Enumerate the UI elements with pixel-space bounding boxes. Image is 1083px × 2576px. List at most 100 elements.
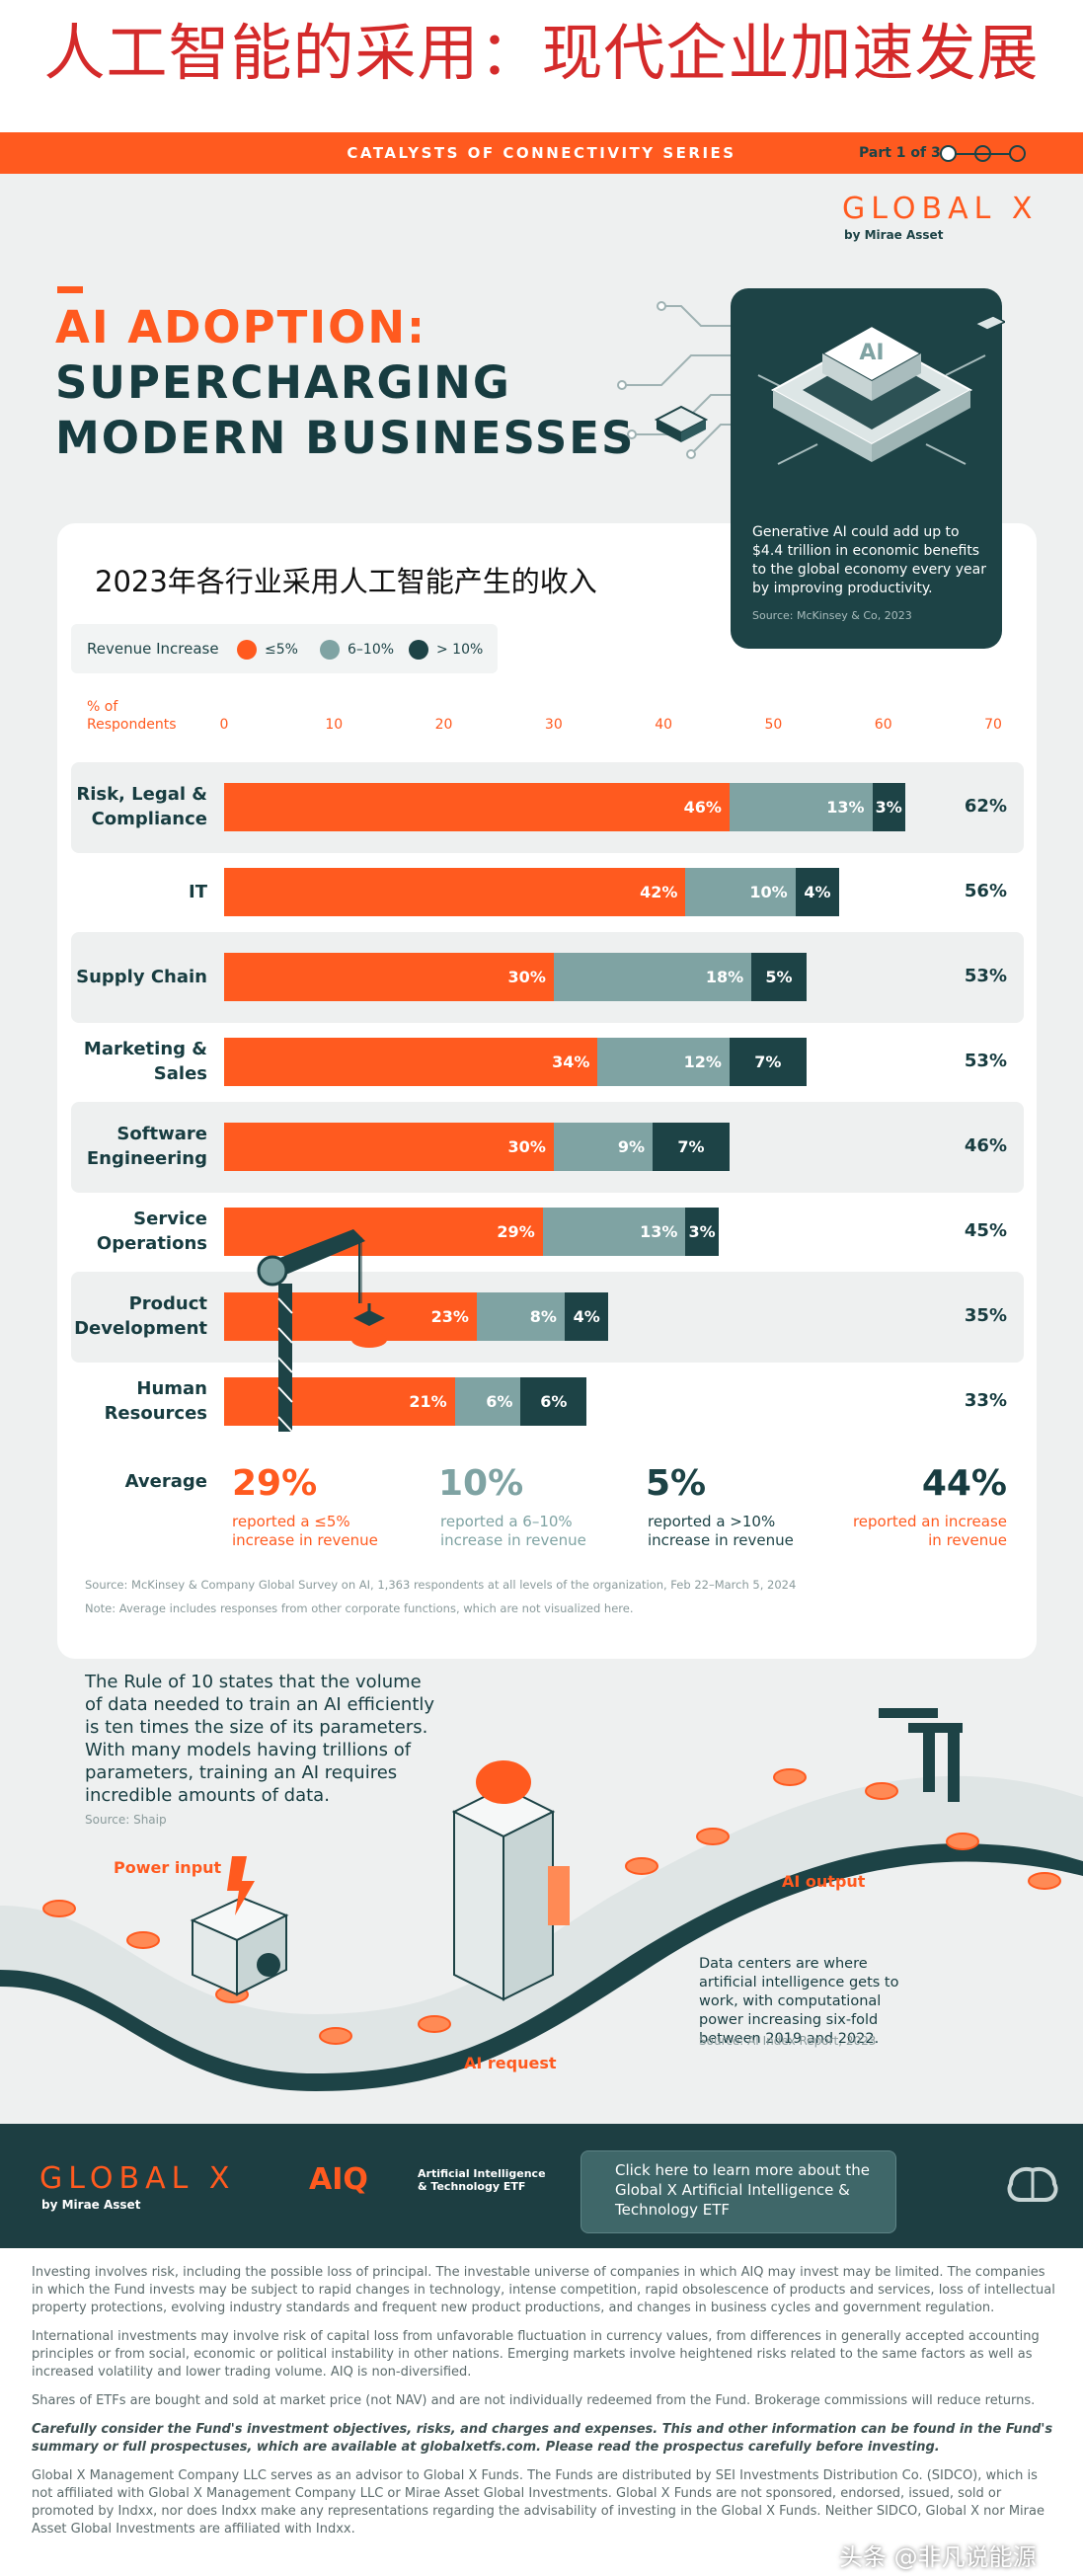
- legend-label-mid: 6–10%: [348, 642, 395, 658]
- category-label: Supply Chain: [76, 967, 207, 987]
- footer-logo-subtitle: by Mirae Asset: [41, 2198, 141, 2212]
- footer: [0, 2124, 1083, 2248]
- avg-desc-mid: reported a 6–10% increase in revenue: [440, 1513, 586, 1549]
- bar-segment-mid: 8%: [476, 1292, 565, 1341]
- chart-title: 2023年各行业采用人工智能产生的收入: [95, 565, 597, 598]
- chart-card: [57, 523, 1037, 1659]
- disclaimer-para-2: International investments may involve ri…: [32, 2329, 1040, 2380]
- page-title: 人工智能的采用：现代企业加速发展: [43, 17, 1040, 89]
- callout-source: Source: McKinsey & Co, 2023: [752, 609, 912, 622]
- series-title: CATALYSTS OF CONNECTIVITY SERIES: [347, 144, 736, 162]
- bar-segment-mid: 12%: [597, 1038, 730, 1086]
- bar-segment-high: 3%: [872, 783, 905, 831]
- cn-header: [0, 0, 1083, 109]
- bar-segment-low: 34%: [224, 1038, 598, 1086]
- x-tick-label: 60: [874, 717, 892, 733]
- average-label: Average: [124, 1471, 207, 1492]
- avg-desc-high: reported a >10% increase in revenue: [648, 1513, 794, 1549]
- ai-chip-icon: AI: [757, 315, 1005, 465]
- circuit-lines-decoration: [617, 301, 750, 459]
- bar-segment-high: 7%: [653, 1123, 730, 1171]
- disclaimer: Investing involves risk, including the p…: [32, 2264, 1058, 2549]
- watermark: 头条 @非凡说能源: [839, 2543, 1037, 2571]
- bar-segment-mid: 9%: [553, 1123, 653, 1171]
- mini-chip-icon: [654, 405, 709, 442]
- category-label: IT: [189, 882, 207, 902]
- bar-segment-low: 23%: [224, 1292, 477, 1341]
- rule-of-10-text: The Rule of 10 states that the volume of…: [85, 1672, 435, 1806]
- avg-value-low: 29%: [232, 1463, 318, 1504]
- robot-arm-icon: [879, 1708, 963, 1802]
- data-center-text: Data centers are where artificial intell…: [699, 1956, 899, 2047]
- legend-title: Revenue Increase: [87, 640, 219, 658]
- row-total: 46%: [964, 1135, 1007, 1156]
- data-center-icon: [451, 1760, 570, 2001]
- aiq-logo: AIQ: [309, 2162, 368, 2197]
- avg-desc-low: reported a ≤5% increase in revenue: [232, 1513, 378, 1549]
- headline-accent: [57, 286, 83, 293]
- avg-value-total: 44%: [921, 1463, 1007, 1504]
- legend-label-high: > 10%: [436, 642, 484, 658]
- bar-segment-high: 7%: [729, 1038, 807, 1086]
- disclaimer-para-3: Shares of ETFs are bought and sold at ma…: [32, 2393, 1036, 2408]
- crane-decoration: [257, 1229, 387, 1432]
- headline-line-3: MODERN BUSINESSES: [55, 412, 636, 464]
- category-label: Marketing & Sales: [83, 1039, 207, 1084]
- row-total: 56%: [964, 881, 1007, 901]
- callout-text: Generative AI could add up to $4.4 trill…: [752, 524, 987, 596]
- global-x-logo: GLOBAL X: [842, 192, 1039, 226]
- ai-request-label: AI request: [464, 2054, 557, 2072]
- category-label: Service Operations: [96, 1209, 207, 1254]
- data-center-source: Source: AI Index Report, 2023: [699, 2034, 877, 2048]
- bar-segment-low: 29%: [224, 1208, 543, 1256]
- x-tick-label: 30: [544, 717, 563, 733]
- legend-swatch-high: [409, 640, 428, 660]
- row-total: 33%: [964, 1390, 1007, 1411]
- row-total: 53%: [964, 966, 1007, 986]
- power-input-label: Power input: [114, 1858, 222, 1877]
- category-label: Risk, Legal & Compliance: [76, 784, 207, 829]
- disclaimer-para-5: Global X Management Company LLC serves a…: [32, 2468, 1044, 2537]
- ai-output-label: AI output: [782, 1872, 866, 1891]
- disclaimer-para-4: Carefully consider the Fund's investment…: [32, 2422, 1053, 2455]
- category-label: Software Engineering: [86, 1124, 207, 1169]
- legend-label-low: ≤5%: [265, 642, 298, 658]
- x-tick-label: 50: [764, 717, 783, 733]
- bar-segment-high: 3%: [685, 1208, 719, 1256]
- bar-segment-high: 4%: [564, 1292, 609, 1341]
- bar-segment-mid: 6%: [454, 1377, 521, 1426]
- bar-segment-high: 4%: [795, 868, 840, 916]
- x-tick-label: 40: [655, 717, 673, 733]
- legend-swatch-mid: [320, 640, 340, 660]
- x-tick-label: 0: [219, 717, 229, 733]
- series-bar: [0, 132, 1083, 174]
- part-indicator: Part 1 of 3: [859, 145, 941, 161]
- disclaimer-para-1: Investing involves risk, including the p…: [32, 2265, 1055, 2315]
- avg-value-mid: 10%: [438, 1463, 524, 1504]
- headline-line-1: AI ADOPTION:: [55, 301, 427, 353]
- axis-label-line-1: % of: [87, 699, 118, 715]
- bar-segment-mid: 18%: [553, 953, 752, 1001]
- bar-segment-mid: 10%: [685, 868, 796, 916]
- learn-more-label[interactable]: Click here to learn more about the Globa…: [615, 2161, 870, 2219]
- x-tick-label: 70: [984, 717, 1002, 733]
- rule-of-10-source: Source: Shaip: [85, 1813, 167, 1827]
- avg-value-high: 5%: [646, 1463, 707, 1504]
- part-dot-1: [940, 145, 957, 162]
- part-connector: [956, 153, 1011, 155]
- bar-segment-mid: 13%: [729, 783, 873, 831]
- row-total: 62%: [964, 796, 1007, 817]
- category-label: Human Resources: [104, 1378, 207, 1424]
- bar-segment-high: 5%: [751, 953, 807, 1001]
- learn-more-button[interactable]: [580, 2150, 896, 2233]
- chip-label: AI: [859, 341, 884, 365]
- bar-segment-high: 6%: [520, 1377, 587, 1426]
- chart-source: Source: McKinsey & Company Global Survey…: [85, 1578, 797, 1592]
- bar-segment-low: 30%: [224, 1123, 554, 1171]
- brain-icon: [1007, 2167, 1058, 2202]
- chip-fragment-icon: [973, 315, 1005, 331]
- bar-segment-low: 42%: [224, 868, 686, 916]
- conveyor-illustration: [0, 1708, 1083, 2091]
- row-total: 45%: [964, 1220, 1007, 1241]
- footer-logo: GLOBAL X: [39, 2161, 236, 2196]
